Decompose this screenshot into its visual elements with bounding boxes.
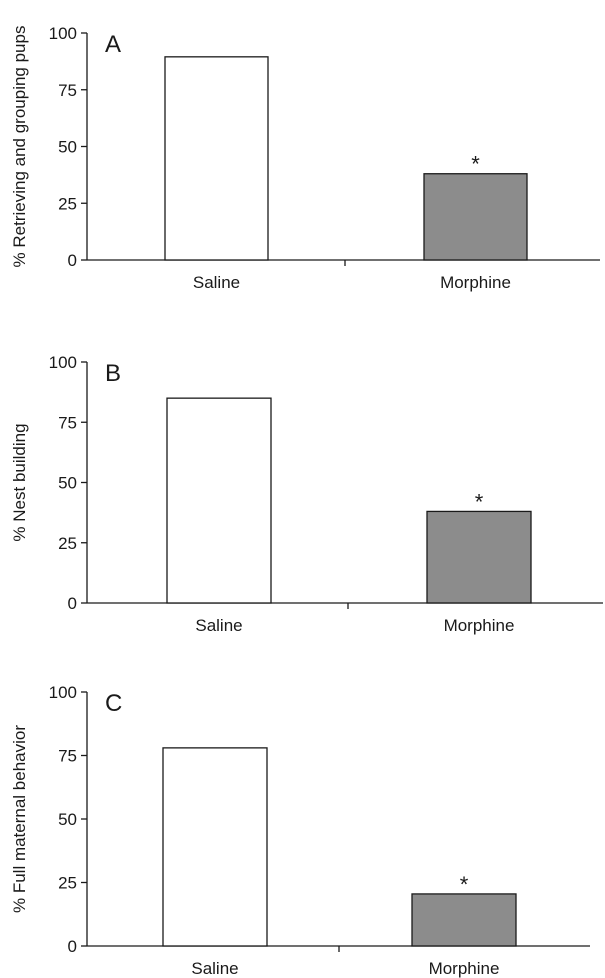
y-tick-label: 75 [58,747,77,766]
y-tick-label: 0 [68,251,77,270]
bar-saline [162,747,268,947]
panel-letter: C [105,690,122,717]
bar-saline [164,56,269,261]
y-axis-label: % Nest building [10,423,29,541]
category-label: Morphine [429,959,500,978]
y-tick-label: 50 [58,138,77,157]
y-tick-label: 75 [58,81,77,100]
y-tick-label: 75 [58,413,77,432]
significance-marker: * [460,872,469,897]
category-label: Saline [193,273,240,292]
bar-morphine [423,173,528,261]
y-tick-label: 25 [58,874,77,893]
y-tick-label: 100 [49,683,77,702]
panel-letter: A [105,31,121,58]
bar-morphine [426,510,532,604]
y-tick-label: 0 [68,937,77,956]
panel-c: 0 25 50 75 100 % Full maternal behavior C Salin… [10,683,590,978]
y-tick-label: 50 [58,474,77,493]
y-axis-label: % Full maternal behavior [10,725,29,913]
category-label: Saline [191,959,238,978]
y-axis-label: % Retrieving and grouping pups [10,26,29,268]
category-label: Morphine [444,616,515,635]
bar-morphine [411,893,517,947]
y-tick-label: 100 [49,353,77,372]
y-tick-label: 100 [49,24,77,43]
y-tick-label: 25 [58,534,77,553]
significance-marker: * [475,489,484,514]
panel-b: 0 25 50 75 100 % Nest building B Saline Morphine… [10,353,603,635]
category-label: Morphine [440,273,511,292]
category-label: Saline [195,616,242,635]
y-tick-label: 25 [58,194,77,213]
bar-saline [166,397,272,604]
y-tick-label: 50 [58,810,77,829]
y-tick-label: 0 [68,594,77,613]
panel-letter: B [105,360,121,387]
significance-marker: * [471,152,480,177]
panel-a: 0 25 50 75 100 % Retrieving and grouping pups… [10,24,600,292]
